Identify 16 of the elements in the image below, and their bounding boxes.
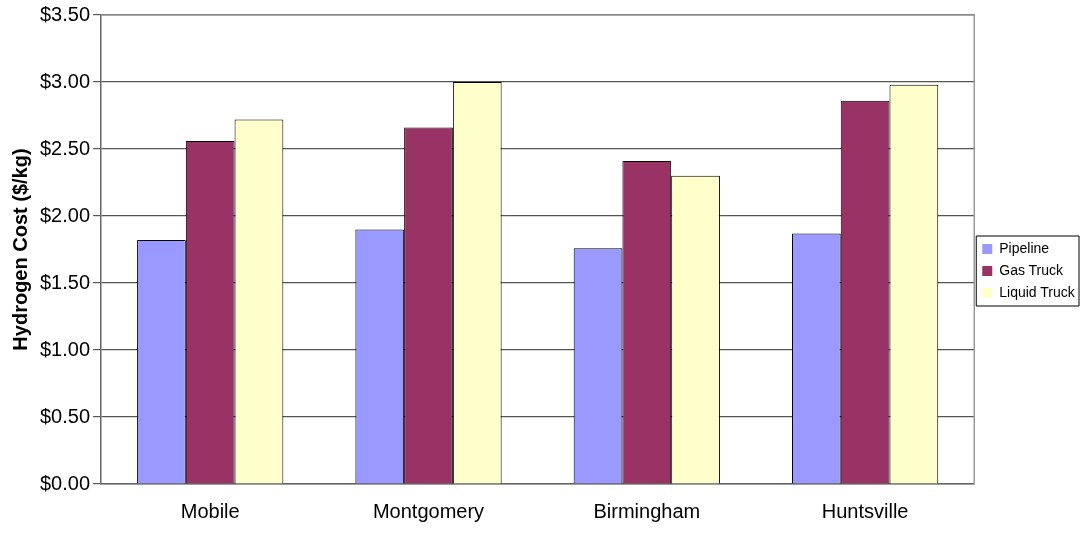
- legend-label: Liquid Truck: [999, 283, 1076, 300]
- x-tick-label: Montgomery: [372, 499, 485, 522]
- y-tick-label: $2.50: [39, 136, 91, 159]
- y-tick-label: $0.00: [39, 471, 91, 494]
- y-tick-label: $3.00: [39, 69, 91, 92]
- y-tick-label: $2.00: [39, 203, 91, 226]
- x-tick-label: Mobile: [180, 499, 240, 522]
- y-tick-label: $0.50: [39, 404, 91, 427]
- x-tick-label: Huntsville: [821, 499, 909, 522]
- y-tick-label: $1.00: [39, 337, 91, 360]
- legend-label: Gas Truck: [999, 261, 1065, 278]
- x-tick-label: Birmingham: [593, 499, 701, 522]
- y-axis-title: Hydrogen Cost ($/kg): [8, 148, 31, 351]
- y-tick-label: $1.50: [39, 270, 91, 293]
- y-tick-label: $3.50: [39, 2, 91, 25]
- legend-label: Pipeline: [999, 239, 1050, 256]
